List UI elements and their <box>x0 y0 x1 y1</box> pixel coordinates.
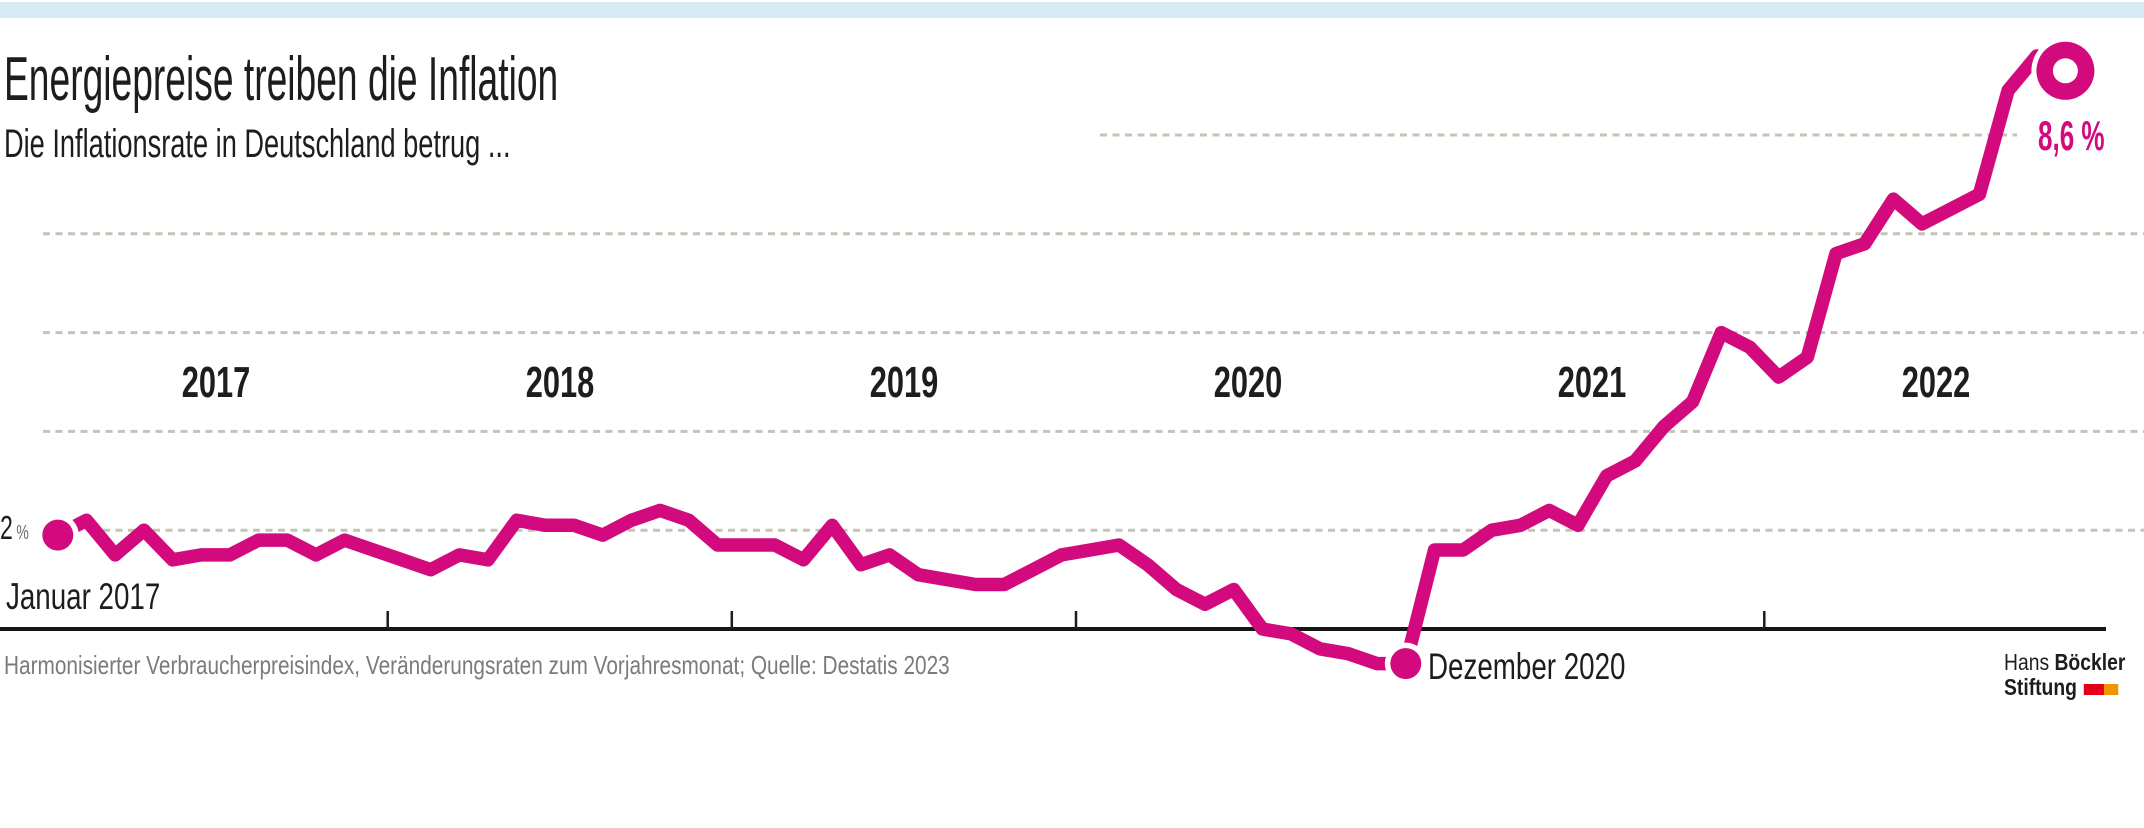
end-marker-ring-hole <box>2052 58 2078 84</box>
dip-marker-dot <box>1390 648 1422 680</box>
logo-line2-bold: Stiftung <box>2004 674 2077 700</box>
chart-subtitle: Die Inflationsrate in Deutschland betrug… <box>4 122 511 166</box>
year-label-2020: 2020 <box>1213 358 1283 407</box>
source-note: Harmonisierter Verbraucherpreisindex, Ve… <box>4 650 950 680</box>
logo-line1-regular: Hans <box>2004 649 2055 675</box>
logo-line1-bold: Böckler <box>2054 649 2126 675</box>
logo-color-blocks <box>2083 675 2119 700</box>
start-marker-dot <box>42 519 74 551</box>
start-point-label: Januar 2017 <box>6 576 161 617</box>
year-label-2017: 2017 <box>181 358 251 407</box>
logo-orange-block <box>2103 684 2119 695</box>
y-axis-start-number: 2 <box>0 509 13 546</box>
hans-boeckler-stiftung-logo: Hans Böckler Stiftung <box>2004 650 2125 700</box>
inflation-line <box>51 49 2073 671</box>
chart-title: Energiepreise treiben die Inflation <box>4 45 559 114</box>
end-value-label: 8,6 % <box>2038 112 2105 159</box>
year-label-2022: 2022 <box>1901 358 1971 407</box>
year-label-2018: 2018 <box>525 358 595 407</box>
logo-red-block <box>2083 684 2104 695</box>
dip-point-label: Dezember 2020 <box>1428 646 1626 687</box>
y-axis-start-value: 2% <box>0 509 29 547</box>
percent-sign: % <box>16 522 29 544</box>
year-label-2019: 2019 <box>869 358 939 407</box>
year-label-2021: 2021 <box>1557 358 1627 407</box>
top-accent-bar <box>0 2 2144 18</box>
